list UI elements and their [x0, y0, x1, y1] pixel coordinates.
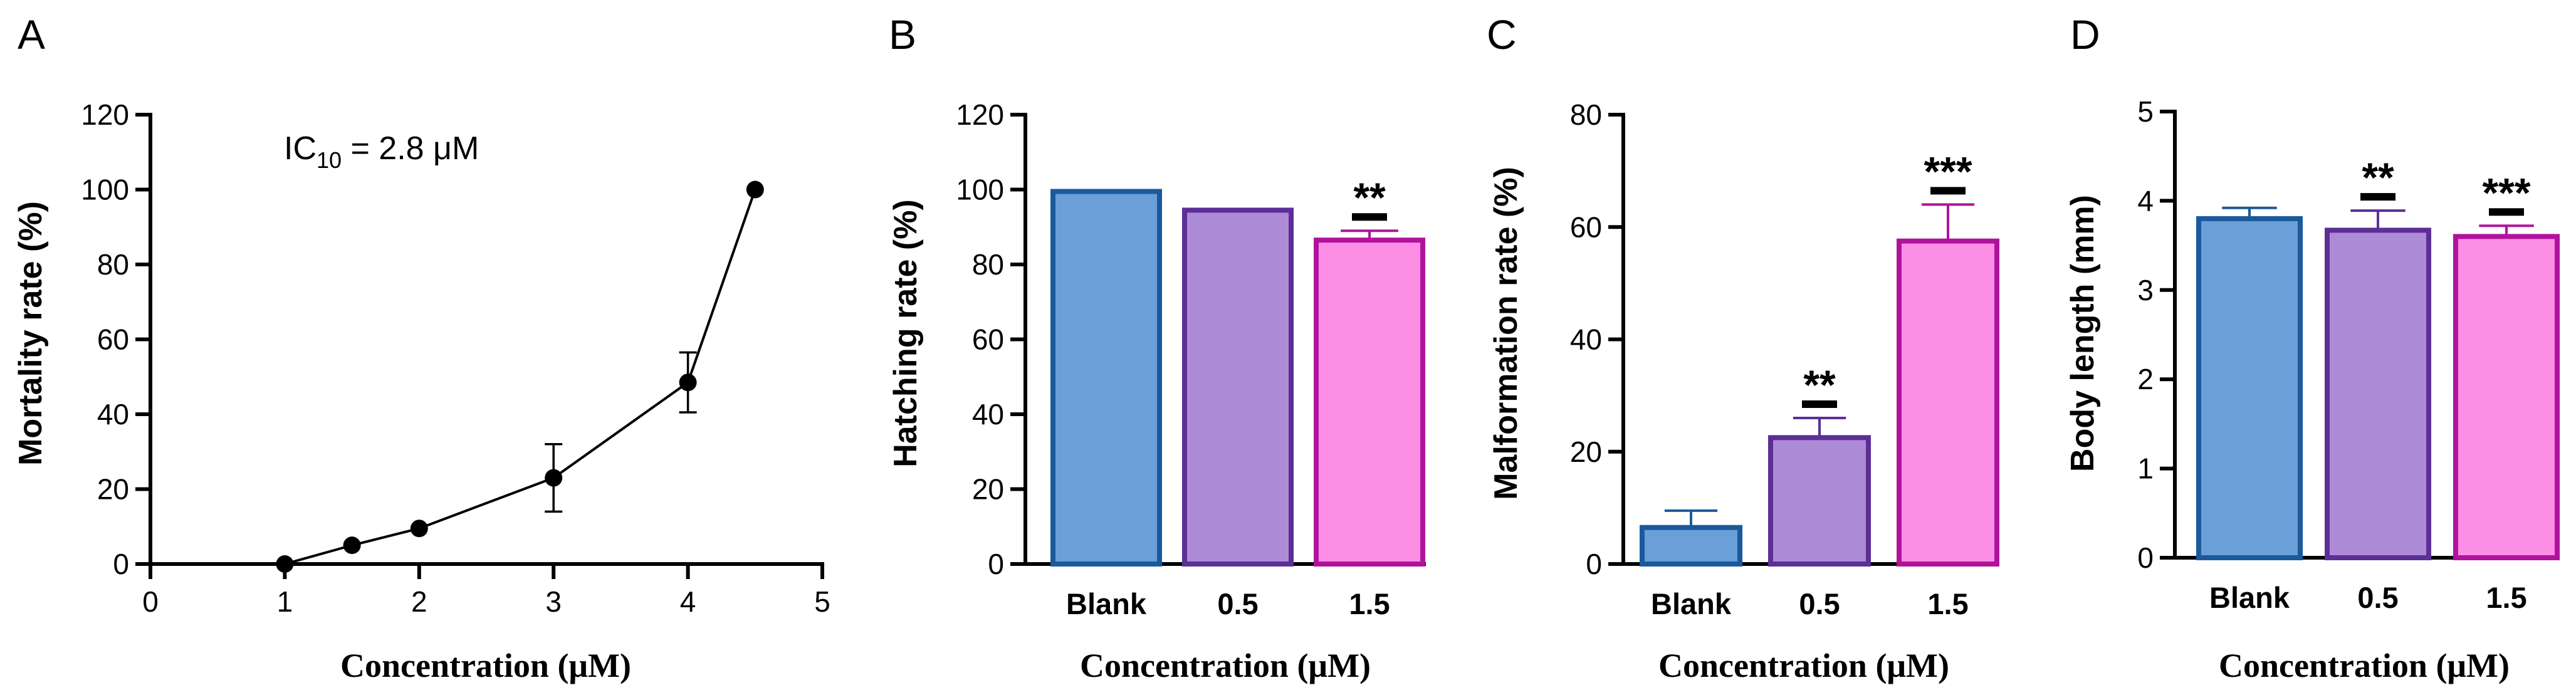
y-tick-label: 3 [2137, 274, 2154, 306]
x-tick-label: 0 [142, 585, 159, 618]
ic10-annotation: IC10 = 2.8 μM [284, 130, 479, 173]
significance-stars: ** [1353, 174, 1386, 221]
y-tick-label: 40 [1570, 323, 1602, 356]
x-axis-label: Concentration (μM) [2219, 647, 2510, 684]
bar [1314, 238, 1425, 567]
y-tick-label: 80 [972, 248, 1004, 281]
significance-stars: *** [2482, 169, 2530, 216]
panel-c-malformation-chart: C Malformation rate (%) Concentration (μ… [1487, 11, 1999, 684]
significance-dash [1352, 213, 1387, 221]
panel-a-mortality-chart: A IC10 = 2.8 μM Mortality rate (%) Conce… [13, 11, 830, 684]
significance-dash [1802, 400, 1837, 408]
bar [1640, 525, 1742, 567]
x-axis-label: Concentration (μM) [1658, 647, 1949, 684]
category-label: Blank [1651, 587, 1732, 620]
y-tick-label: 20 [1570, 436, 1602, 468]
y-axis-label: Hatching rate (%) [887, 199, 924, 468]
axes: 0 1 2 3 4 5 Blank 0.5 1.5 [2137, 95, 2554, 614]
panel-d-body-length-chart: D Body length (mm) Concentration (μM) 0 1… [2065, 11, 2560, 684]
bar [2196, 216, 2303, 560]
y-axis-label: Malformation rate (%) [1488, 167, 1524, 500]
y-tick-label: 120 [81, 98, 129, 131]
data-marks [276, 180, 764, 573]
x-tick-label: 1 [277, 585, 293, 618]
y-tick-label: 20 [972, 473, 1004, 506]
x-tick-label: 3 [545, 585, 562, 618]
y-tick-label: 120 [956, 98, 1004, 131]
bar [2453, 234, 2560, 560]
panel-label-d: D [2070, 11, 2100, 58]
y-tick-label: 40 [97, 398, 129, 431]
significance-dash [2360, 193, 2395, 201]
y-tick-label: 0 [988, 548, 1004, 580]
bar [2325, 227, 2431, 560]
bar [1897, 238, 1999, 567]
category-label: 1.5 [1349, 587, 1390, 620]
y-tick-label: 40 [972, 398, 1004, 431]
data-point [545, 469, 563, 487]
y-tick-label: 4 [2137, 184, 2154, 217]
data-marks: ***** [2196, 154, 2560, 560]
data-point [746, 180, 764, 199]
category-label: Blank [2209, 581, 2290, 614]
y-tick-label: 1 [2137, 452, 2154, 485]
category-label: 0.5 [1217, 587, 1258, 620]
category-label: 0.5 [1799, 587, 1840, 620]
category-label: Blank [1066, 587, 1147, 620]
y-tick-label: 5 [2137, 95, 2154, 128]
series-line [284, 189, 757, 565]
panel-b-hatching-chart: B Hatching rate (%) Concentration (μM) 0… [887, 11, 1426, 684]
data-point [679, 374, 697, 392]
x-axis-label: Concentration (μM) [340, 647, 631, 684]
axes: 0 20 40 60 80 Blank 0.5 1.5 [1570, 98, 1983, 620]
y-tick-label: 0 [1586, 548, 1602, 580]
bar [1182, 207, 1294, 567]
significance-stars: *** [1924, 148, 1972, 194]
y-tick-label: 60 [972, 323, 1004, 356]
data-marks: ** [1050, 174, 1425, 567]
y-tick-label: 80 [97, 248, 129, 281]
panel-label-c: C [1487, 11, 1517, 58]
y-tick-label: 20 [97, 473, 129, 506]
category-label: 0.5 [2357, 581, 2398, 614]
category-label: 1.5 [2486, 581, 2526, 614]
panel-label-b: B [889, 11, 916, 58]
data-point [276, 555, 294, 573]
significance-stars: ** [2362, 154, 2394, 201]
data-marks: ***** [1640, 148, 1999, 567]
data-point [343, 536, 361, 555]
y-tick-label: 0 [113, 548, 129, 580]
y-axis-label: Mortality rate (%) [13, 201, 49, 466]
data-point [410, 520, 428, 538]
x-tick-label: 2 [411, 585, 427, 618]
y-tick-label: 80 [1570, 98, 1602, 131]
axes: 0 20 40 60 80 100 120 Blank 0.5 1.5 [956, 98, 1426, 620]
panel-label-a: A [18, 11, 45, 58]
significance-stars: ** [1803, 362, 1836, 408]
y-tick-label: 100 [956, 174, 1004, 206]
y-tick-label: 60 [97, 323, 129, 356]
y-tick-label: 100 [81, 174, 129, 206]
axes: 0 20 40 60 80 100 120 0 1 2 3 4 5 [81, 98, 830, 618]
bar [1050, 189, 1162, 567]
x-tick-label: 5 [814, 585, 830, 618]
category-label: 1.5 [1927, 587, 1968, 620]
y-axis-label: Body length (mm) [2065, 195, 2101, 472]
y-tick-label: 2 [2137, 363, 2154, 395]
y-tick-label: 0 [2137, 541, 2154, 574]
significance-dash [2489, 208, 2524, 216]
significance-dash [1930, 187, 1966, 195]
bar [1768, 435, 1871, 567]
y-tick-label: 60 [1570, 211, 1602, 243]
x-axis-label: Concentration (μM) [1080, 647, 1371, 684]
x-tick-label: 4 [680, 585, 696, 618]
